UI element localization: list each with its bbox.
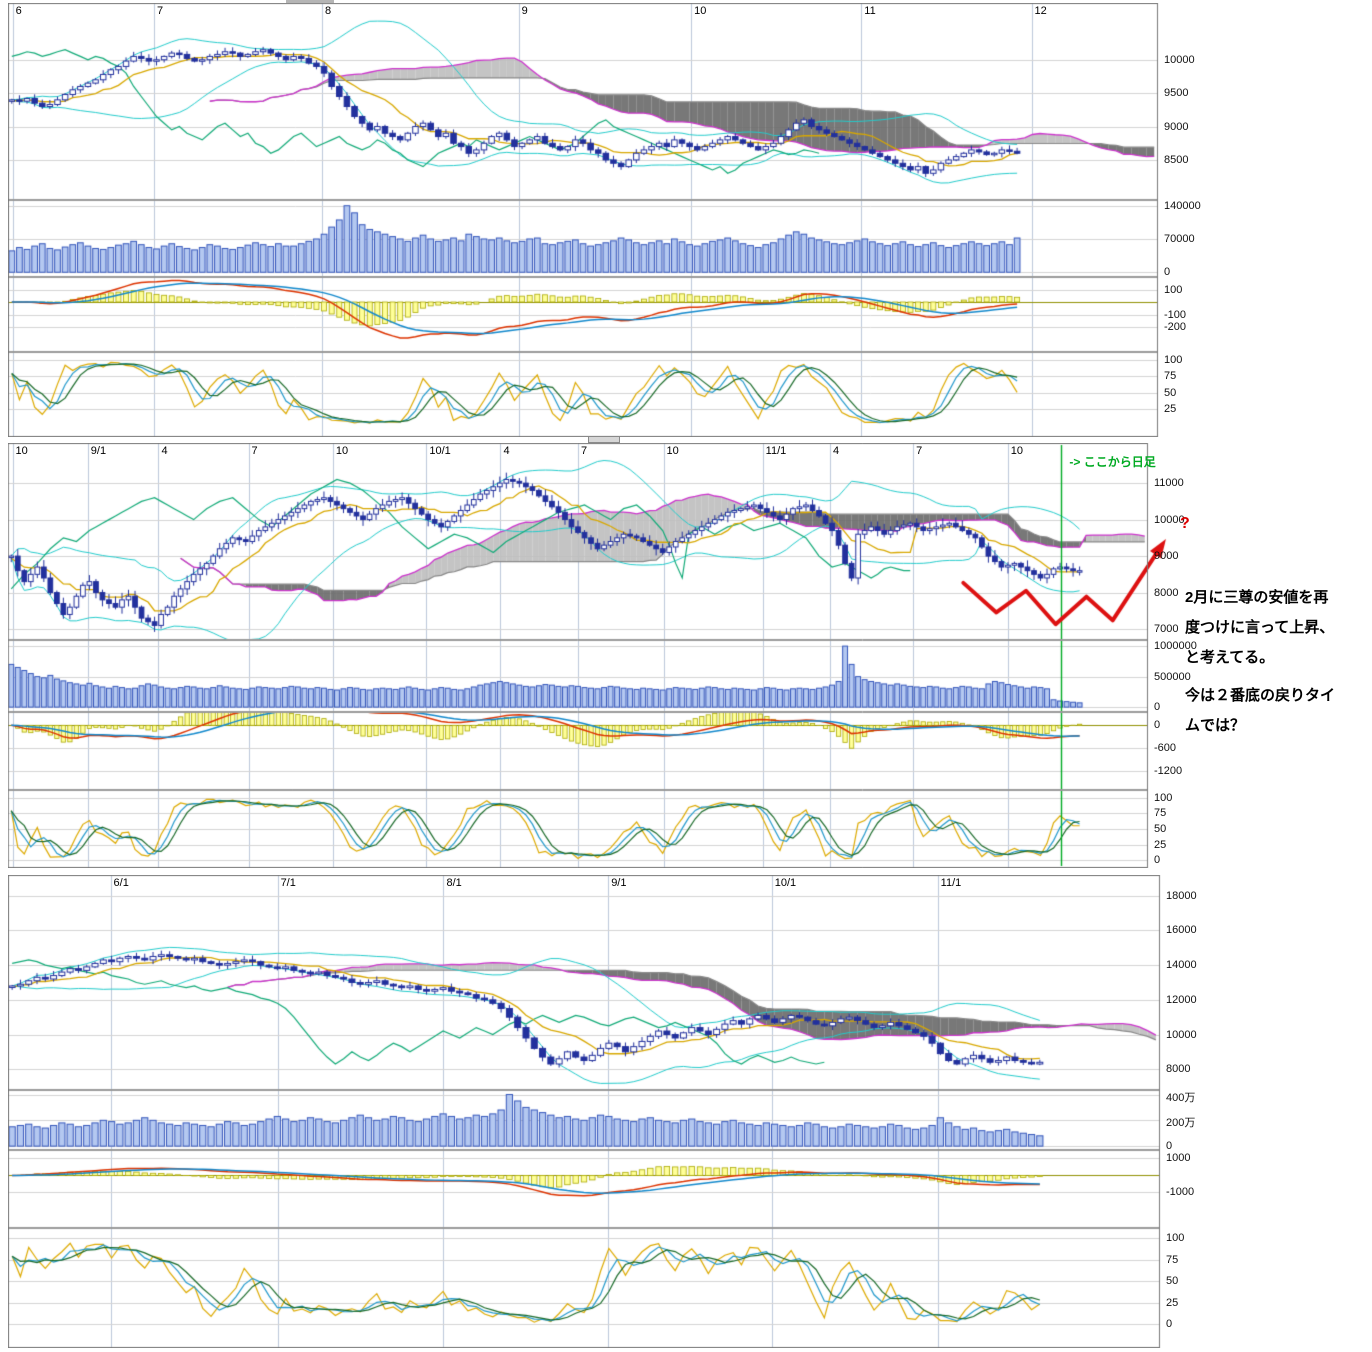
- chart-canvas: [8, 875, 1220, 1348]
- chart-panel-weekly: 10 9/1 4 7 10 10/1 4 7 10 11/1 4 7 10 11000 10000 9000…: [8, 443, 1335, 868]
- y-axis-label: 75: [1166, 1253, 1179, 1266]
- chart-panel-daily: 6 7 8 9 10 11 12 10000 9500 9000 8500 140000 70000 0…: [8, 3, 1218, 437]
- y-axis-label: 10000: [1154, 513, 1185, 526]
- x-axis-label: 8/1: [446, 877, 462, 889]
- y-axis-label: 0: [1166, 1140, 1173, 1153]
- chart-canvas: [8, 443, 1208, 868]
- y-axis-label: 25: [1166, 1296, 1179, 1309]
- y-axis-label: 50: [1166, 1275, 1179, 1288]
- x-axis-label: 9/1: [611, 877, 627, 889]
- y-axis-label: 200万: [1166, 1117, 1196, 1130]
- x-axis-label: 7/1: [280, 877, 296, 889]
- y-axis-label: -200: [1164, 321, 1187, 333]
- y-axis-label: 0: [1154, 701, 1161, 714]
- y-axis-label: 7000: [1154, 623, 1179, 636]
- y-axis-label: 10000: [1166, 1028, 1197, 1041]
- x-axis-label: 7: [916, 445, 923, 457]
- y-axis-label: 25: [1154, 838, 1167, 851]
- y-axis-label: 8500: [1164, 153, 1189, 166]
- y-axis-label: 0: [1164, 266, 1171, 279]
- y-axis-label: -100: [1164, 308, 1187, 321]
- x-axis-label: 12: [1034, 5, 1047, 17]
- x-axis-label: 4: [832, 445, 840, 457]
- x-axis-label: 7: [251, 445, 258, 457]
- y-axis-label: 0: [1166, 1318, 1173, 1330]
- y-axis-label: 100: [1164, 353, 1183, 366]
- y-axis-label: -1000: [1166, 1186, 1195, 1199]
- y-axis-label: 0: [1154, 854, 1161, 867]
- comment-line: ムでは？: [1185, 717, 1246, 734]
- y-axis-label: 8000: [1154, 586, 1179, 599]
- question-mark-annotation: ?: [1180, 515, 1190, 532]
- comment-line: 今は２番底の戻りタイ: [1185, 687, 1336, 704]
- y-axis-label: 18000: [1166, 889, 1197, 902]
- x-axis-label: 11/1: [940, 877, 962, 889]
- x-axis-label: 11/1: [765, 445, 787, 457]
- y-axis-label: -600: [1154, 742, 1177, 755]
- y-axis-label: 140000: [1164, 199, 1201, 212]
- y-axis-label: 1000000: [1154, 640, 1197, 653]
- y-axis-label: 12000: [1166, 993, 1197, 1006]
- x-axis-label: 9: [521, 5, 528, 17]
- daily-section-label: -> ここから日足: [1069, 455, 1156, 469]
- x-axis-label: 10: [694, 5, 707, 17]
- y-axis-label: 75: [1154, 807, 1167, 820]
- y-axis-label: 500000: [1154, 670, 1191, 683]
- y-axis-label: 1000: [1166, 1152, 1191, 1165]
- x-axis-label: 6: [15, 5, 22, 17]
- y-axis-label: 50: [1154, 823, 1167, 835]
- y-axis-label: 100: [1166, 1232, 1185, 1245]
- comment-line: 2月に三尊の安値を再: [1185, 589, 1329, 606]
- comment-line: と考えてる。: [1185, 649, 1275, 666]
- x-axis-label: 10/1: [429, 445, 451, 457]
- comment-line: 度つけに言って上昇、: [1185, 619, 1335, 636]
- analysis-comment: 2月に三尊の安値を再 度つけに言って上昇、 と考えてる。今は２番底の戻りタイ ムでは？: [1185, 583, 1357, 749]
- y-axis-label: 75: [1164, 370, 1177, 383]
- chart-panel-index: 6/1 7/1 8/1 9/1 10/1 11/1 18000 16000 14000 1200…: [8, 875, 1220, 1348]
- y-axis-label: -1200: [1154, 764, 1183, 777]
- x-axis-label: 4: [503, 445, 510, 457]
- x-axis-label: 6/1: [113, 877, 129, 889]
- y-axis-label: 400万: [1166, 1091, 1196, 1104]
- x-axis-label: 4: [161, 445, 168, 457]
- x-axis-label: 7: [581, 445, 588, 457]
- window-edge-artifact: [286, 0, 334, 4]
- y-axis-label: 100: [1154, 791, 1173, 804]
- y-axis-label: 25: [1164, 402, 1177, 415]
- x-axis-label: 10/1: [774, 877, 797, 889]
- x-axis-label: 10: [666, 445, 679, 457]
- y-axis-label: 10000: [1164, 53, 1195, 66]
- y-axis-label: 11000: [1154, 477, 1184, 490]
- x-axis-label: 9/1: [90, 445, 107, 457]
- y-axis-label: 50: [1164, 386, 1177, 399]
- y-axis-label: 100: [1164, 283, 1183, 296]
- x-axis-label: 10: [335, 445, 349, 457]
- y-axis-label: 9500: [1164, 87, 1189, 100]
- chart-canvas: [8, 3, 1218, 437]
- y-axis-label: 16000: [1166, 924, 1197, 937]
- y-axis-label: 0: [1154, 719, 1161, 732]
- y-axis-label: 70000: [1164, 232, 1195, 245]
- x-axis-label: 10: [15, 445, 28, 457]
- y-axis-label: 9000: [1154, 550, 1179, 563]
- x-axis-label: 11: [864, 5, 876, 17]
- x-axis-label: 10: [1010, 445, 1024, 457]
- x-axis-label: 7: [157, 5, 164, 17]
- y-axis-label: 8000: [1166, 1063, 1191, 1076]
- y-axis-label: 9000: [1164, 120, 1189, 133]
- x-axis-label: 8: [324, 5, 332, 17]
- y-axis-label: 14000: [1166, 959, 1197, 972]
